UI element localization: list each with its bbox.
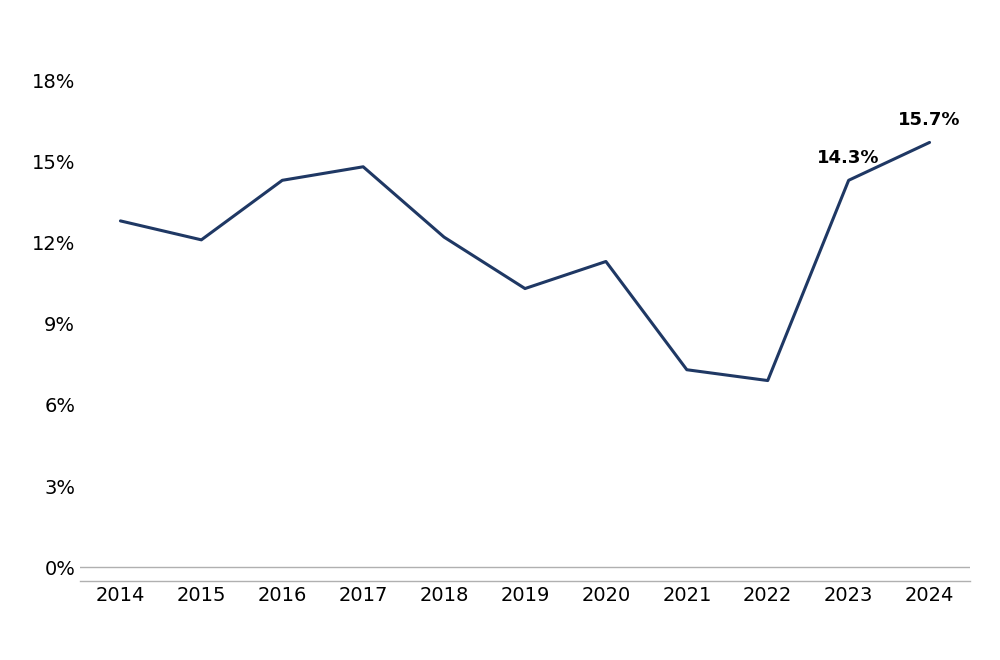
Text: 15.7%: 15.7%: [898, 111, 961, 129]
Text: 14.3%: 14.3%: [817, 148, 880, 167]
